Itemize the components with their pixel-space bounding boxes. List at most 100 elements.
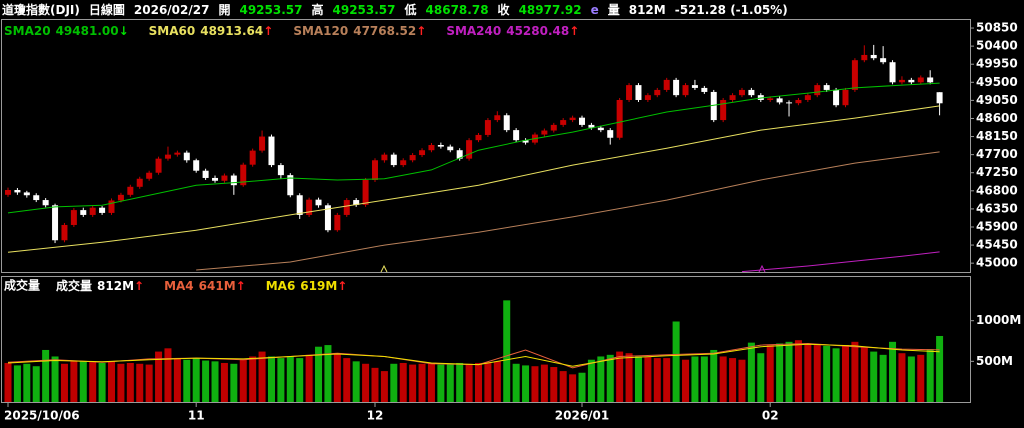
candle-body <box>748 89 755 96</box>
volume-bar <box>729 358 737 402</box>
legend-name: SMA60 <box>149 24 196 38</box>
legend-name: SMA20 <box>4 24 51 38</box>
header-item: 812M <box>629 3 666 17</box>
candle-body <box>786 102 793 104</box>
candle-body <box>268 136 275 166</box>
candle-body <box>259 136 266 151</box>
volume-bar <box>343 358 351 402</box>
header-item: 49253.57 <box>333 3 396 17</box>
volume-bar <box>738 359 746 402</box>
volume-bar <box>333 353 341 402</box>
candle-body <box>616 99 623 138</box>
legend-arrow: ↑ <box>134 279 144 293</box>
candle-body <box>738 89 745 96</box>
volume-bar <box>841 345 849 402</box>
volume-bar <box>427 362 435 402</box>
volume-bar <box>597 356 605 402</box>
volume-bar <box>249 356 257 402</box>
y-tick-label: 1000M <box>976 313 1021 327</box>
y-tick-label: 46350 <box>976 201 1018 215</box>
header-item: 48977.92 <box>519 3 582 17</box>
volume-bar <box>230 363 238 402</box>
candle-body <box>682 85 689 96</box>
legend-arrow: ↑ <box>416 24 426 38</box>
volume-bar <box>503 300 511 402</box>
volume-bar <box>23 363 31 402</box>
volume-bar <box>371 367 379 402</box>
candle-body <box>823 85 830 90</box>
candle-body <box>898 79 905 83</box>
legend-value: 641M <box>199 279 236 293</box>
volume-bar <box>79 361 87 402</box>
volume-bar <box>390 363 398 402</box>
volume-bar <box>286 356 294 402</box>
y-tick-label: 45000 <box>976 256 1018 270</box>
volume-bar <box>616 351 624 402</box>
candle-body <box>249 150 256 165</box>
volume-bar <box>108 361 116 402</box>
volume-bar <box>682 359 690 402</box>
volume-bar <box>32 366 40 402</box>
candle-body <box>324 205 331 231</box>
candle-body <box>456 150 463 159</box>
legend-value: 619M <box>300 279 337 293</box>
volume-bar <box>522 365 530 402</box>
volume-bar <box>465 363 473 402</box>
volume-bar <box>239 359 247 402</box>
candle-body <box>52 205 59 241</box>
volume-bar <box>691 356 699 402</box>
legend-arrow: ↑ <box>263 24 273 38</box>
candle-body <box>644 95 651 100</box>
volume-bar <box>926 349 934 402</box>
candle-body <box>202 170 209 178</box>
ma-line <box>196 151 940 271</box>
candle-body <box>212 177 219 181</box>
candle-body <box>484 120 491 135</box>
volume-bar <box>51 356 59 402</box>
volume-bar <box>747 342 755 402</box>
candle-body <box>673 79 680 96</box>
volume-bar <box>211 361 219 402</box>
volume-bar <box>625 353 633 402</box>
y-tick-label: 50400 <box>976 39 1018 53</box>
volume-bar <box>60 363 68 402</box>
header-item: 道瓊指數(DJI) <box>2 2 80 17</box>
y-tick-label: 45900 <box>976 219 1018 233</box>
candle-body <box>240 164 247 186</box>
candle-body <box>814 85 821 96</box>
y-tick-label: 47250 <box>976 165 1018 179</box>
volume-bar <box>164 348 172 402</box>
candle-body <box>136 178 143 187</box>
volume-bar <box>785 341 793 402</box>
candle-body <box>381 154 388 161</box>
legend-arrow: ↑ <box>569 24 579 38</box>
volume-bar <box>879 354 887 402</box>
y-tick-label: 49950 <box>976 57 1018 71</box>
header-item: 日線圖 <box>89 2 125 17</box>
candle-body <box>691 85 698 88</box>
candle-body <box>409 155 416 161</box>
volume-bar <box>832 348 840 402</box>
volume-bar <box>136 363 144 402</box>
candle-body <box>306 199 313 215</box>
legend-arrow: ↑ <box>337 279 347 293</box>
legend-value: 47768.52 <box>353 24 416 38</box>
volume-bar <box>475 362 482 402</box>
legend-arrow: ↑ <box>236 279 246 293</box>
candle-body <box>174 152 181 155</box>
legend-name: SMA120 <box>293 24 348 38</box>
volume-bar <box>823 345 831 402</box>
candle-body <box>917 77 924 83</box>
volume-bar <box>710 349 718 402</box>
legend-name: MA4 <box>164 279 194 293</box>
candle-body <box>287 175 294 196</box>
volume-bar <box>860 346 868 402</box>
volume-bar <box>315 346 323 402</box>
volume-bar <box>559 371 567 402</box>
volume-bar <box>700 356 708 402</box>
candle-body <box>221 175 228 181</box>
candle-body <box>804 95 811 100</box>
volume-bar <box>569 374 577 402</box>
candle-body <box>343 200 350 215</box>
